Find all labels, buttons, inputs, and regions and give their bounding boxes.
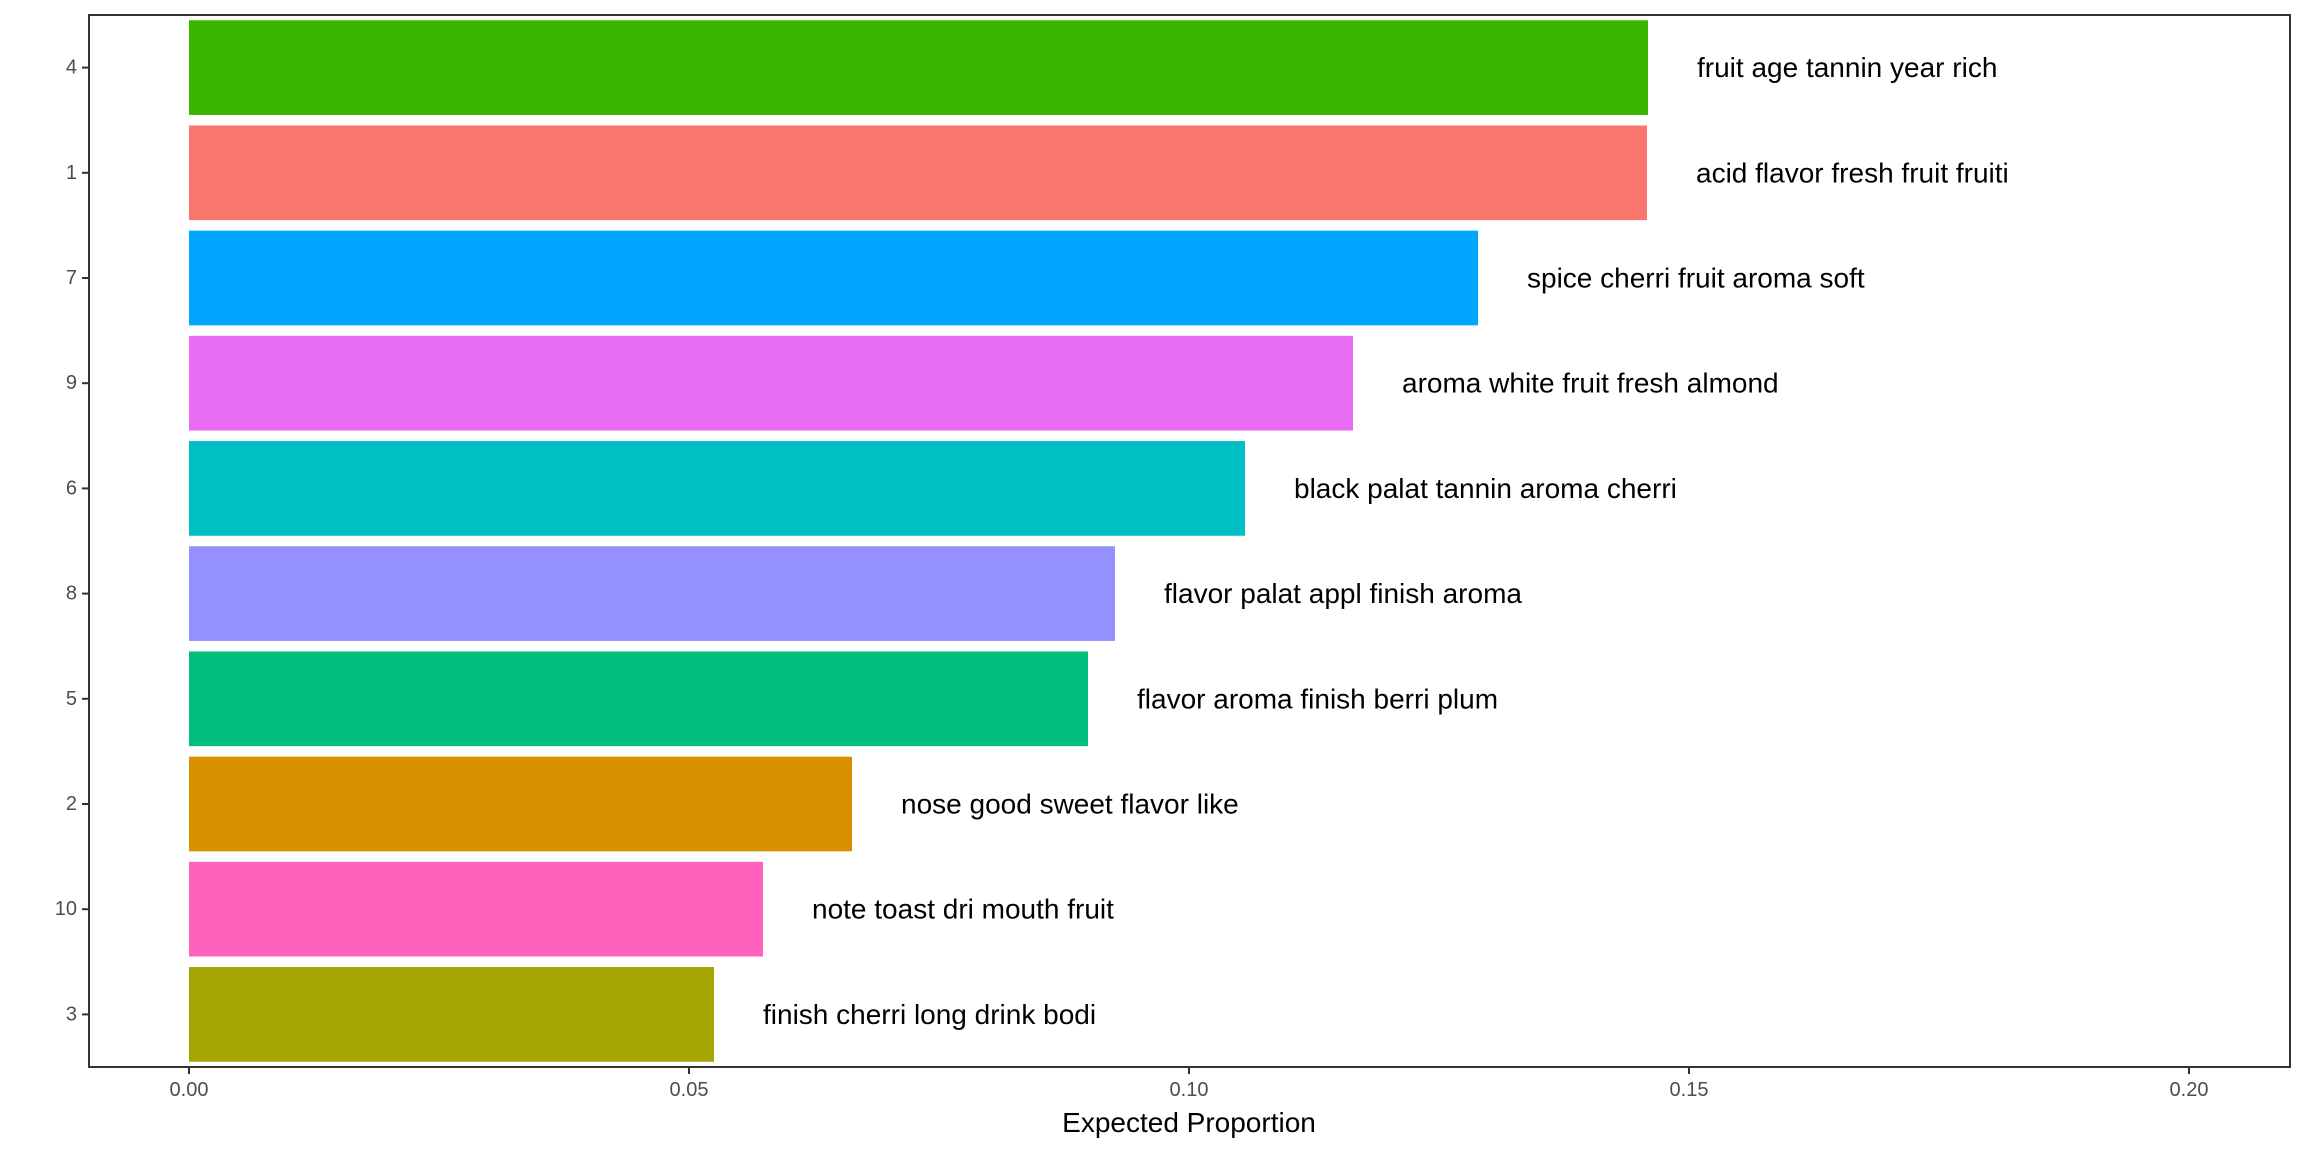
bar-topic-4	[189, 20, 1648, 115]
bar-topic-1	[189, 125, 1647, 221]
y-tick-label: 10	[55, 898, 77, 920]
y-axis: 4 1 7 9 6 8 5 2 10 3	[55, 57, 89, 1025]
bar-topic-6	[189, 441, 1245, 536]
bar-label-topic-8: flavor palat appl finish aroma	[1164, 578, 1522, 609]
y-tick-label: 2	[66, 793, 77, 815]
bar-topic-5	[189, 651, 1088, 747]
bar-topic-8	[189, 546, 1115, 641]
bar-label-topic-4: fruit age tannin year rich	[1697, 52, 1997, 83]
x-tick-label: 0.20	[2170, 1079, 2209, 1101]
bar-label-topic-9: aroma white fruit fresh almond	[1402, 368, 1779, 399]
bar-topic-2	[189, 756, 852, 852]
x-axis-title: Expected Proportion	[1062, 1107, 1316, 1138]
bar-topic-7	[189, 230, 1478, 326]
x-tick-label: 0.15	[1670, 1079, 1709, 1101]
y-tick-label: 3	[66, 1003, 77, 1025]
y-tick-label: 9	[66, 372, 77, 394]
x-tick-label: 0.10	[1170, 1079, 1209, 1101]
bar-label-topic-3: finish cherri long drink bodi	[763, 999, 1096, 1030]
bar-label-topic-7: spice cherri fruit aroma soft	[1527, 263, 1865, 294]
bar-topic-10	[189, 861, 763, 957]
y-tick-label: 1	[66, 162, 77, 184]
y-tick-label: 8	[66, 583, 77, 605]
y-tick-label: 5	[66, 688, 77, 710]
bars-group	[189, 20, 1648, 1062]
x-axis: 0.00 0.05 0.10 0.15 0.20	[170, 1067, 2209, 1101]
bar-label-topic-1: acid flavor fresh fruit fruiti	[1696, 157, 2009, 188]
y-tick-label: 4	[66, 57, 77, 79]
x-tick-label: 0.00	[170, 1079, 209, 1101]
bar-labels-group: fruit age tannin year rich acid flavor fr…	[763, 52, 2009, 1030]
bar-label-topic-5: flavor aroma finish berri plum	[1137, 683, 1498, 714]
bar-topic-9	[189, 335, 1353, 431]
bar-label-topic-2: nose good sweet flavor like	[901, 789, 1239, 820]
y-tick-label: 7	[66, 267, 77, 289]
y-tick-label: 6	[66, 477, 77, 499]
bar-label-topic-6: black palat tannin aroma cherri	[1294, 473, 1677, 504]
x-tick-label: 0.05	[670, 1079, 709, 1101]
bar-topic-3	[189, 967, 714, 1062]
bar-label-topic-10: note toast dri mouth fruit	[812, 894, 1114, 925]
